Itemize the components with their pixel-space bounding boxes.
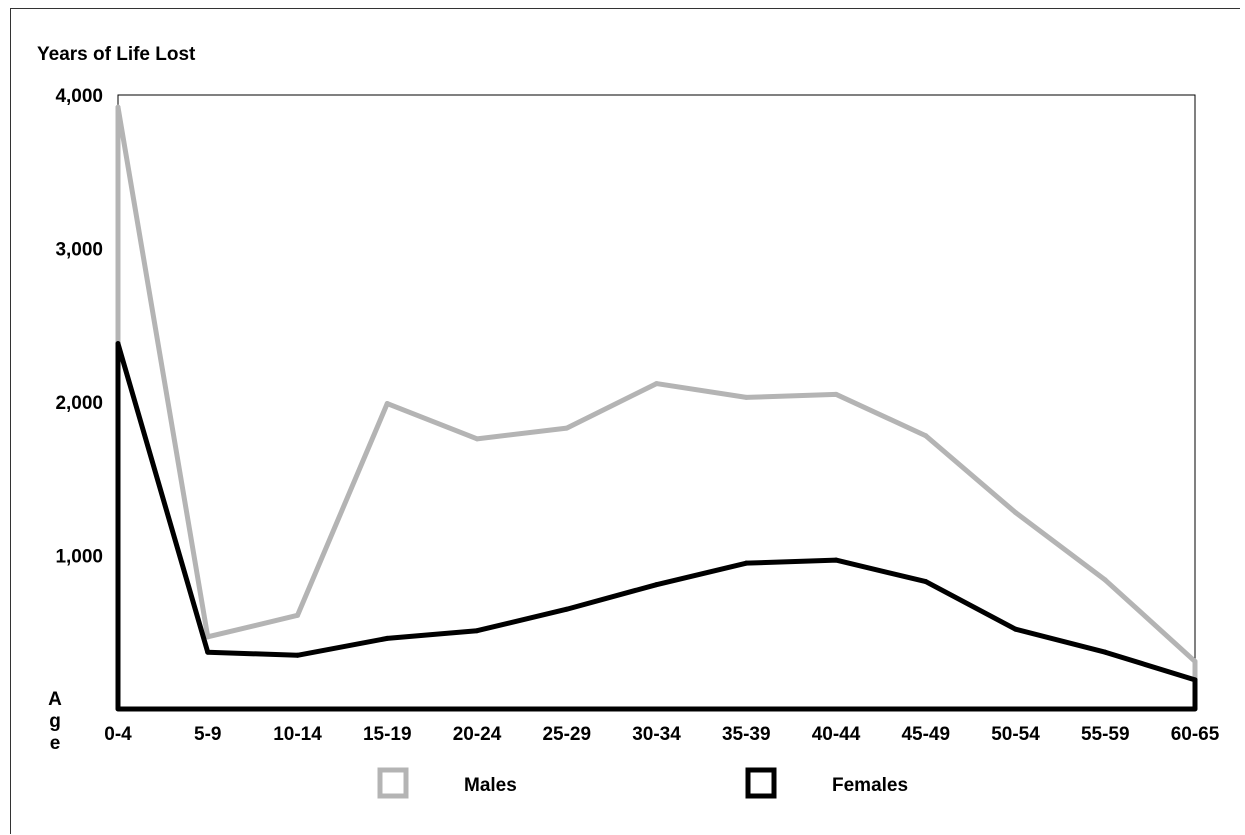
- x-tick-label: 0-4: [104, 724, 132, 745]
- x-tick-label: 40-44: [812, 724, 861, 745]
- series-layer: [115, 104, 1198, 712]
- y-tick-label: 3,000: [55, 240, 103, 261]
- series-males: [115, 104, 1198, 712]
- data-point-females: [564, 606, 570, 612]
- x-axis: 0-4 5-9 10-14 15-19 20-24 25-29 30-34 35-39 40-4…: [104, 724, 1219, 745]
- data-point-males: [295, 612, 300, 618]
- x-tick-label: 55-59: [1081, 724, 1130, 745]
- data-point-males: [1102, 577, 1108, 583]
- data-point-females: [1192, 677, 1198, 683]
- data-point-females: [115, 341, 121, 347]
- x-tick-label: 5-9: [194, 724, 221, 745]
- y-axis: 4,000 3,000 2,000 1,000: [55, 86, 103, 568]
- data-point-females: [474, 628, 480, 634]
- x-tick-label: 20-24: [453, 724, 502, 745]
- legend: Males Females: [377, 767, 908, 799]
- data-point-females: [205, 649, 211, 655]
- x-tick-label: 50-54: [991, 724, 1040, 745]
- y-tick-label: 4,000: [55, 86, 103, 107]
- chart-title: Years of Life Lost: [37, 44, 196, 65]
- data-point-females: [384, 635, 390, 641]
- y-tick-label: 2,000: [55, 393, 103, 414]
- data-point-females: [654, 582, 659, 588]
- data-point-males: [1192, 658, 1198, 664]
- x-tick-label: 45-49: [901, 724, 950, 745]
- data-point-males: [1013, 510, 1018, 516]
- data-point-males: [564, 425, 570, 431]
- data-point-males: [384, 401, 390, 407]
- legend-label-females: Females: [832, 775, 908, 796]
- data-point-females: [743, 560, 749, 566]
- data-point-females: [295, 652, 300, 658]
- data-point-males: [833, 391, 839, 397]
- data-point-males: [923, 433, 929, 439]
- x-tick-label: 35-39: [722, 724, 771, 745]
- data-point-females: [833, 557, 839, 563]
- x-tick-label: 60-65: [1171, 724, 1220, 745]
- data-point-males: [743, 394, 749, 400]
- plot-area: [117, 94, 1196, 710]
- series-females: [115, 341, 1198, 712]
- svg-text:Age: Age: [48, 689, 62, 754]
- x-tick-label: 30-34: [632, 724, 681, 745]
- data-point-males: [115, 104, 121, 110]
- legend-label-males: Males: [464, 775, 517, 796]
- data-point-females: [1102, 649, 1108, 655]
- legend-swatch-females: [745, 767, 777, 799]
- data-point-males: [205, 634, 211, 640]
- data-point-males: [474, 436, 480, 442]
- x-tick-label: 25-29: [542, 724, 591, 745]
- data-point-females: [923, 579, 929, 585]
- y-tick-label: 1,000: [55, 547, 103, 568]
- legend-swatch-males: [377, 767, 409, 799]
- data-point-females: [1013, 626, 1018, 632]
- x-tick-label: 10-14: [273, 724, 322, 745]
- data-point-males: [654, 381, 659, 387]
- chart-frame: [10, 8, 1240, 834]
- x-tick-label: 15-19: [363, 724, 412, 745]
